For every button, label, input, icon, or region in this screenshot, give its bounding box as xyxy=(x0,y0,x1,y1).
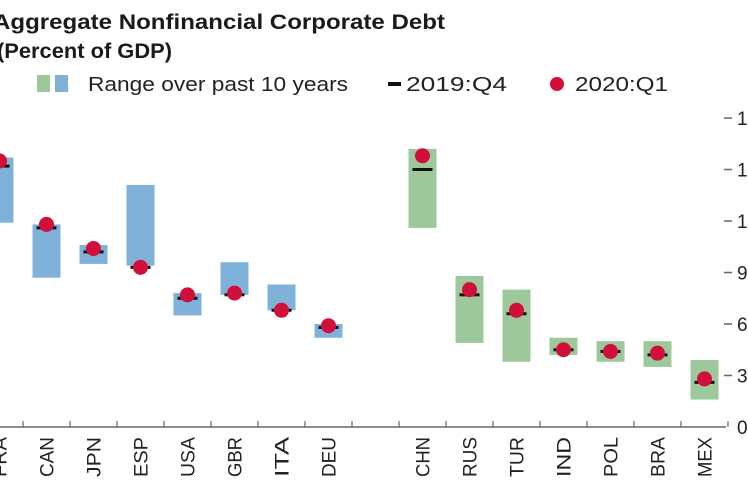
legend-q4-label: 2019:Q4 xyxy=(406,74,507,96)
q1-dot-jpn xyxy=(86,240,101,256)
q1-dot-deu xyxy=(321,318,336,334)
q1-dot-ind xyxy=(556,342,571,358)
range-bar-tur xyxy=(502,289,531,362)
legend-swatch-advanced xyxy=(55,75,68,92)
x-tick-label: RUS xyxy=(461,437,482,477)
x-tick-label: GBR xyxy=(226,437,247,477)
x-tick-label: CHN xyxy=(414,437,435,477)
q1-dot-ita xyxy=(274,302,289,318)
q1-dot-tur xyxy=(509,302,524,318)
x-tick-label: CAN xyxy=(38,437,59,477)
legend-swatch-emerging xyxy=(37,75,50,92)
q1-dot-rus xyxy=(462,282,477,298)
legend-q1-marker xyxy=(550,77,564,91)
range-bar-fra xyxy=(0,157,14,223)
x-tick-label: USA xyxy=(179,437,200,477)
range-bar-can xyxy=(32,224,61,278)
chart-title: Aggregate Nonfinancial Corporate Debt xyxy=(0,11,445,34)
x-tick-label: MEX xyxy=(696,437,717,477)
q1-dot-mex xyxy=(697,371,712,387)
x-tick-label: ESP xyxy=(132,437,153,477)
q1-dot-fra xyxy=(0,153,7,169)
q1-dot-can xyxy=(39,216,54,232)
q4-marker-chn xyxy=(412,168,433,171)
y-tick-label: 90 xyxy=(737,264,748,285)
y-tick-label: 60 xyxy=(737,315,748,336)
chart-subtitle: (Percent of GDP) xyxy=(0,40,172,63)
y-tick-label: 180 xyxy=(737,109,748,130)
x-tick-label: ITA xyxy=(273,437,294,477)
x-tick-label: IND xyxy=(555,437,576,477)
x-tick-label: DEU xyxy=(320,437,341,477)
q1-dot-bra xyxy=(650,345,665,361)
range-bar-esp xyxy=(126,184,155,266)
x-tick-label: POL xyxy=(602,437,623,477)
q1-dot-esp xyxy=(133,259,148,275)
legend-q1-label: 2020:Q1 xyxy=(575,74,668,96)
q1-dot-pol xyxy=(603,343,618,359)
q1-dot-gbr xyxy=(227,285,242,301)
legend-range-label: Range over past 10 years xyxy=(88,74,348,96)
x-tick-label: BRA xyxy=(649,437,670,477)
q1-dot-usa xyxy=(180,287,195,303)
legend: Range over past 10 years 2019:Q4 2020:Q1 xyxy=(37,74,668,96)
legend-q4-marker xyxy=(388,82,401,86)
y-tick-label: 120 xyxy=(737,212,748,233)
q1-dot-chn xyxy=(415,148,430,164)
x-tick-label: JPN xyxy=(85,437,106,477)
x-tick-label: TUR xyxy=(508,437,529,477)
y-tick-label: 30 xyxy=(737,367,748,388)
x-tick-label: FRA xyxy=(0,437,12,477)
y-tick-label: 150 xyxy=(737,161,748,182)
y-tick-label: 0 xyxy=(737,418,748,439)
